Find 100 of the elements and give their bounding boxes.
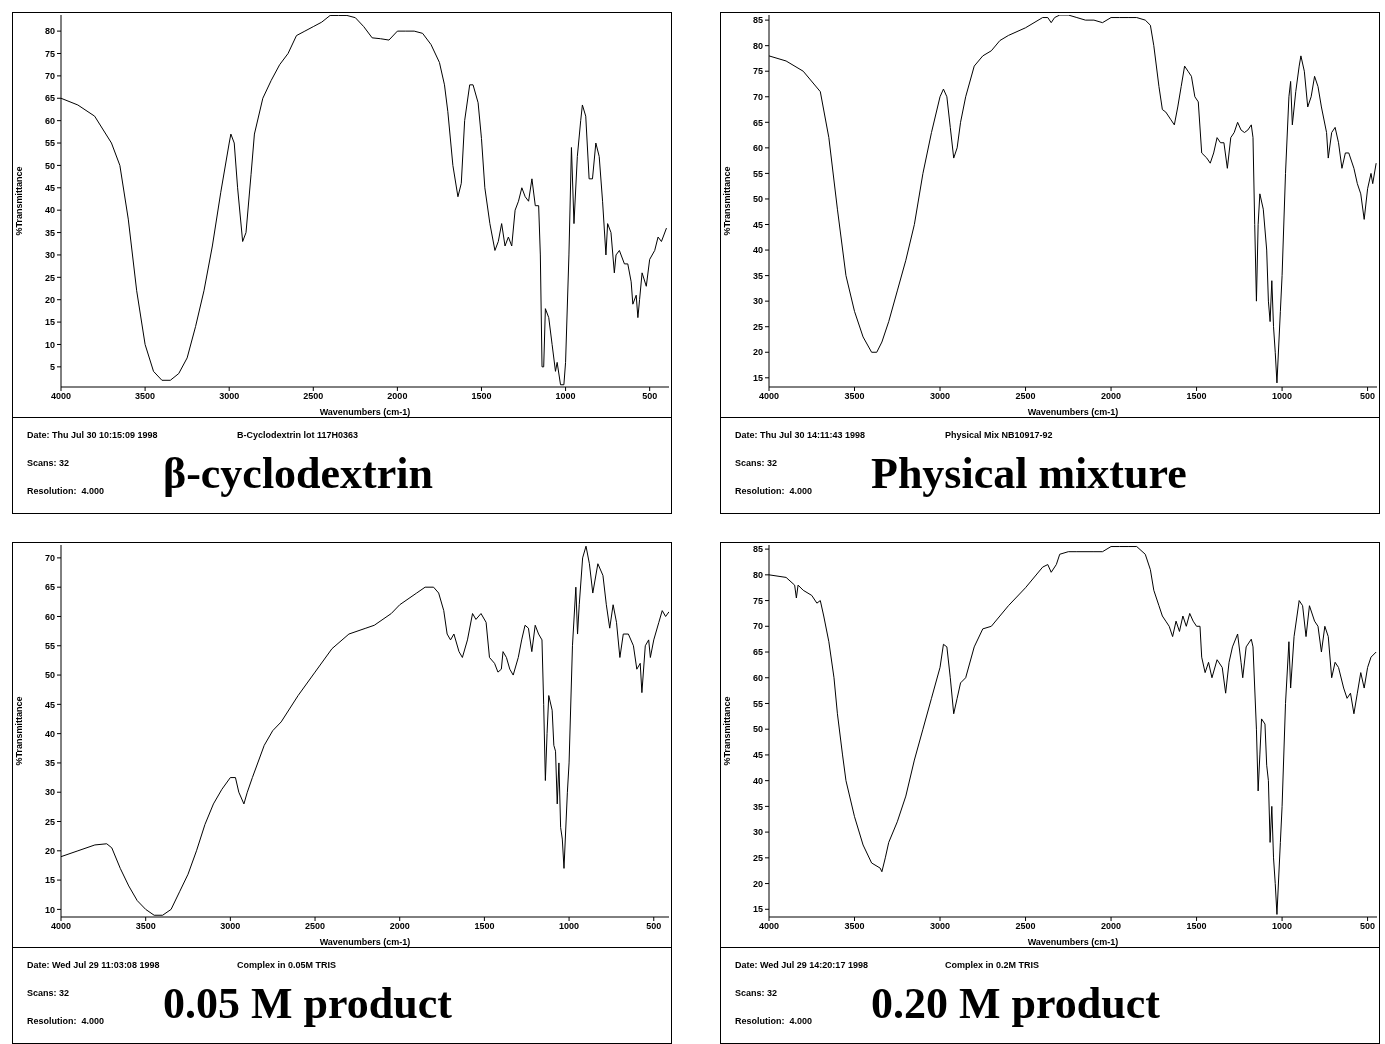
text: Complex in 0.2M TRIS bbox=[945, 960, 1040, 970]
y-tick-label: 30 bbox=[44, 787, 55, 798]
x-tick-label: 500 bbox=[1360, 391, 1376, 402]
x-tick-label: 3000 bbox=[930, 391, 951, 402]
text: Physical Mix NB10917-92 bbox=[945, 430, 1053, 440]
x-tick-label: 4000 bbox=[758, 391, 780, 402]
x-tick-label: 1500 bbox=[474, 921, 495, 932]
x-tick-label: 2000 bbox=[1101, 921, 1122, 932]
y-tick-label: 30 bbox=[44, 250, 55, 261]
x-tick-label: 3000 bbox=[930, 921, 951, 932]
y-tick-label: 55 bbox=[44, 138, 55, 149]
text: β-cyclodextrin bbox=[163, 448, 433, 499]
y-tick-label: 25 bbox=[752, 321, 763, 332]
y-tick-label: 60 bbox=[44, 115, 55, 126]
y-tick-label: 50 bbox=[752, 194, 763, 205]
text: Resolution: 4.000 bbox=[27, 1016, 105, 1026]
y-tick-label: 50 bbox=[44, 160, 55, 171]
y-tick-label: 50 bbox=[44, 670, 55, 681]
y-tick-label: 70 bbox=[752, 621, 763, 632]
y-tick-label: 65 bbox=[752, 647, 763, 658]
x-tick-label: 2000 bbox=[389, 921, 410, 932]
y-tick-label: 15 bbox=[752, 904, 763, 915]
y-tick-label: 15 bbox=[44, 875, 55, 886]
x-tick-label: 2500 bbox=[1015, 391, 1036, 402]
y-tick-label: 35 bbox=[44, 227, 55, 238]
x-tick-label: 500 bbox=[1360, 921, 1376, 932]
y-tick-label: 20 bbox=[752, 347, 763, 358]
y-tick-label: 60 bbox=[752, 672, 763, 683]
y-tick-label: 20 bbox=[44, 294, 55, 305]
text: Scans: 32 bbox=[735, 988, 778, 998]
x-axis-title: Wavenumbers (cm-1) bbox=[1027, 407, 1119, 417]
y-tick-label: 80 bbox=[44, 26, 55, 37]
x-tick-label: 2500 bbox=[305, 921, 326, 932]
y-axis-title: %Transmittance bbox=[14, 696, 25, 766]
y-tick-label: 80 bbox=[752, 40, 763, 51]
y-tick-label: 25 bbox=[44, 272, 55, 283]
y-tick-label: 65 bbox=[752, 117, 763, 128]
text: Date: Thu Jul 30 10:15:09 1998 bbox=[27, 430, 158, 440]
y-tick-label: 45 bbox=[752, 750, 763, 761]
y-tick-label: 45 bbox=[752, 219, 763, 230]
text: B-Cyclodextrin lot 117H0363 bbox=[237, 430, 359, 440]
y-tick-label: 15 bbox=[752, 373, 763, 383]
y-tick-label: 70 bbox=[752, 91, 763, 102]
x-tick-label: 500 bbox=[642, 391, 658, 402]
x-tick-label: 4000 bbox=[50, 391, 72, 402]
y-tick-label: 25 bbox=[752, 853, 763, 864]
y-tick-label: 45 bbox=[44, 699, 55, 710]
y-tick-label: 40 bbox=[752, 775, 763, 786]
y-tick-label: 70 bbox=[44, 71, 55, 82]
text: Resolution: 4.000 bbox=[735, 1016, 813, 1026]
x-tick-label: 1500 bbox=[1186, 921, 1207, 932]
y-tick-label: 35 bbox=[752, 270, 763, 281]
x-tick-label: 3500 bbox=[844, 921, 865, 932]
y-tick-label: 40 bbox=[44, 205, 55, 216]
y-tick-label: 20 bbox=[752, 878, 763, 889]
y-tick-label: 10 bbox=[44, 904, 55, 915]
x-axis-title: Wavenumbers (cm-1) bbox=[319, 937, 411, 947]
text: Date: Wed Jul 29 11:03:08 1998 bbox=[27, 960, 160, 970]
x-tick-label: 3500 bbox=[844, 391, 865, 402]
line-series bbox=[769, 15, 1377, 384]
x-tick-label: 2000 bbox=[387, 391, 408, 402]
y-axis-title: %Transmittance bbox=[14, 166, 25, 236]
y-tick-label: 55 bbox=[44, 640, 55, 651]
y-tick-label: 60 bbox=[752, 143, 763, 154]
y-tick-label: 45 bbox=[44, 182, 55, 193]
y-tick-label: 65 bbox=[44, 582, 55, 593]
text: Physical mixture bbox=[871, 448, 1187, 499]
y-tick-label: 40 bbox=[752, 245, 763, 256]
y-tick-label: 40 bbox=[44, 728, 55, 739]
x-tick-label: 4000 bbox=[758, 921, 780, 932]
y-tick-label: 30 bbox=[752, 827, 763, 838]
y-tick-label: 50 bbox=[752, 724, 763, 735]
text: Scans: 32 bbox=[27, 458, 70, 468]
x-tick-label: 2500 bbox=[303, 391, 324, 402]
x-tick-label: 1000 bbox=[555, 391, 576, 402]
y-tick-label: 75 bbox=[752, 595, 763, 606]
x-tick-label: 2000 bbox=[1101, 391, 1122, 402]
y-tick-label: 55 bbox=[752, 168, 763, 179]
y-tick-label: 65 bbox=[44, 93, 55, 104]
y-tick-label: 25 bbox=[44, 816, 55, 827]
x-tick-label: 2500 bbox=[1015, 921, 1036, 932]
y-tick-label: 75 bbox=[752, 66, 763, 77]
text: Scans: 32 bbox=[27, 988, 70, 998]
x-tick-label: 1000 bbox=[1272, 921, 1293, 932]
x-tick-label: 500 bbox=[646, 921, 662, 932]
x-tick-label: 1500 bbox=[1186, 391, 1207, 402]
x-tick-label: 3000 bbox=[219, 391, 240, 402]
y-tick-label: 5 bbox=[49, 362, 55, 373]
x-tick-label: 3000 bbox=[220, 921, 241, 932]
y-tick-label: 75 bbox=[44, 48, 55, 59]
y-tick-label: 15 bbox=[44, 317, 55, 328]
text: 0.20 M product bbox=[871, 978, 1160, 1029]
y-tick-label: 85 bbox=[752, 544, 763, 555]
text: 0.05 M product bbox=[163, 978, 452, 1029]
y-tick-label: 85 bbox=[752, 15, 763, 26]
x-tick-label: 1500 bbox=[471, 391, 492, 402]
y-tick-label: 70 bbox=[44, 553, 55, 564]
y-axis-title: %Transmittance bbox=[722, 166, 733, 236]
text: Date: Thu Jul 30 14:11:43 1998 bbox=[735, 430, 866, 440]
y-tick-label: 60 bbox=[44, 611, 55, 622]
